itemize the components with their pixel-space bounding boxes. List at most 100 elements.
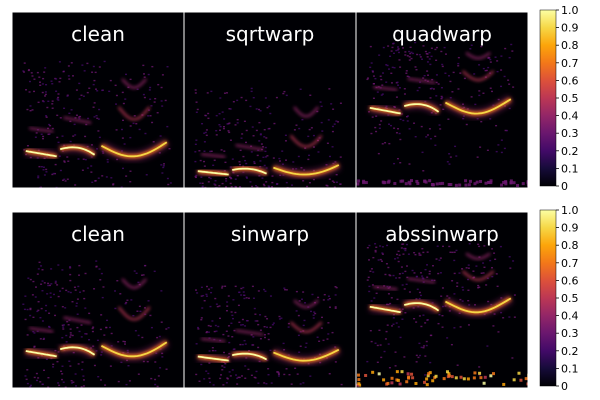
- noise-speck: [271, 181, 274, 184]
- noise-speck: [449, 80, 452, 83]
- noise-speck: [25, 378, 28, 381]
- noise-speck: [207, 331, 210, 333]
- noise-speck: [328, 155, 331, 158]
- colorbar-tick-label: 0.6: [561, 74, 579, 87]
- noise-speck: [166, 177, 169, 180]
- noise-speck: [101, 296, 104, 299]
- noise-speck: [271, 323, 274, 326]
- noise-speck: [130, 299, 133, 301]
- noise-speck: [330, 103, 333, 105]
- syllable-core: [100, 141, 168, 158]
- noise-speck: [56, 114, 59, 117]
- noise-speck: [419, 294, 422, 297]
- noise-speck: [245, 297, 248, 299]
- noise-speck: [46, 106, 49, 109]
- noise-speck: [238, 321, 241, 324]
- noise-speck: [444, 53, 447, 55]
- noise-speck: [395, 132, 398, 134]
- noise-speck: [283, 349, 286, 351]
- noise-speck: [284, 289, 287, 291]
- noise-speck: [264, 146, 267, 149]
- noise-speck: [302, 180, 305, 182]
- noise-speck: [232, 317, 235, 320]
- noise-speck: [156, 112, 159, 114]
- noise-speck: [317, 296, 320, 299]
- noise-speck: [334, 286, 337, 288]
- noise-speck: [397, 260, 400, 263]
- noise-speck: [379, 245, 382, 247]
- noise-speck: [478, 374, 481, 376]
- noise-speck: [91, 330, 94, 333]
- noise-speck: [227, 335, 230, 337]
- noise-speck: [461, 300, 464, 302]
- low-band-noise: [484, 181, 488, 185]
- noise-speck: [375, 130, 378, 133]
- colorbar-gradient: [540, 210, 556, 386]
- low-band-noise: [423, 179, 427, 183]
- noise-speck: [387, 123, 390, 125]
- noise-speck: [406, 115, 409, 117]
- harmonic-contour: [121, 278, 148, 289]
- noise-speck: [378, 54, 381, 56]
- noise-speck: [228, 122, 231, 124]
- noise-speck: [257, 346, 260, 349]
- noise-speck: [26, 308, 29, 311]
- noise-speck: [57, 96, 60, 99]
- noise-speck: [415, 354, 418, 357]
- low-band-noise: [491, 372, 495, 376]
- noise-speck: [47, 100, 50, 103]
- noise-speck: [496, 285, 499, 288]
- noise-speck: [452, 71, 455, 74]
- noise-speck: [119, 293, 122, 295]
- panel-title: quadwarp: [392, 22, 492, 46]
- noise-speck: [508, 83, 511, 85]
- noise-speck: [396, 49, 399, 51]
- noise-speck: [394, 258, 397, 260]
- noise-speck: [478, 64, 481, 66]
- noise-speck: [129, 181, 132, 183]
- noise-speck: [271, 186, 274, 188]
- noise-speck: [64, 386, 67, 388]
- noise-speck: [432, 88, 435, 90]
- noise-speck: [469, 48, 472, 50]
- noise-speck: [124, 341, 127, 343]
- noise-speck: [293, 129, 296, 131]
- noise-speck: [100, 272, 103, 275]
- noise-speck: [146, 360, 149, 363]
- noise-speck: [438, 124, 441, 126]
- noise-speck: [69, 267, 72, 269]
- noise-speck: [267, 338, 270, 341]
- noise-speck: [328, 306, 331, 308]
- noise-speck: [441, 287, 444, 289]
- noise-speck: [395, 96, 398, 98]
- noise-speck: [103, 334, 106, 336]
- low-band-noise: [466, 377, 470, 381]
- noise-speck: [327, 322, 330, 324]
- noise-speck: [258, 360, 261, 363]
- noise-speck: [45, 171, 48, 173]
- noise-speck: [381, 84, 384, 86]
- noise-speck: [102, 286, 105, 288]
- noise-speck: [372, 83, 375, 85]
- noise-speck: [379, 258, 382, 261]
- colorbar-tick-label: 0.1: [561, 162, 579, 175]
- harmonic-contour: [461, 270, 495, 282]
- low-band-noise: [462, 377, 466, 381]
- panel-title: clean: [71, 222, 125, 246]
- noise-speck: [500, 139, 503, 141]
- noise-speck: [208, 350, 211, 352]
- noise-speck: [23, 149, 26, 151]
- noise-speck: [259, 329, 262, 331]
- noise-speck: [219, 125, 222, 128]
- noise-speck: [242, 286, 245, 289]
- noise-speck: [459, 72, 462, 74]
- syllable-core: [444, 297, 512, 314]
- noise-speck: [387, 303, 390, 306]
- noise-speck: [137, 373, 140, 375]
- syllable-core: [59, 346, 96, 356]
- noise-speck: [204, 186, 207, 188]
- noise-speck: [232, 348, 235, 351]
- noise-speck: [368, 259, 371, 261]
- noise-speck: [450, 343, 453, 346]
- colorbar-tick-label: 0.8: [561, 39, 579, 52]
